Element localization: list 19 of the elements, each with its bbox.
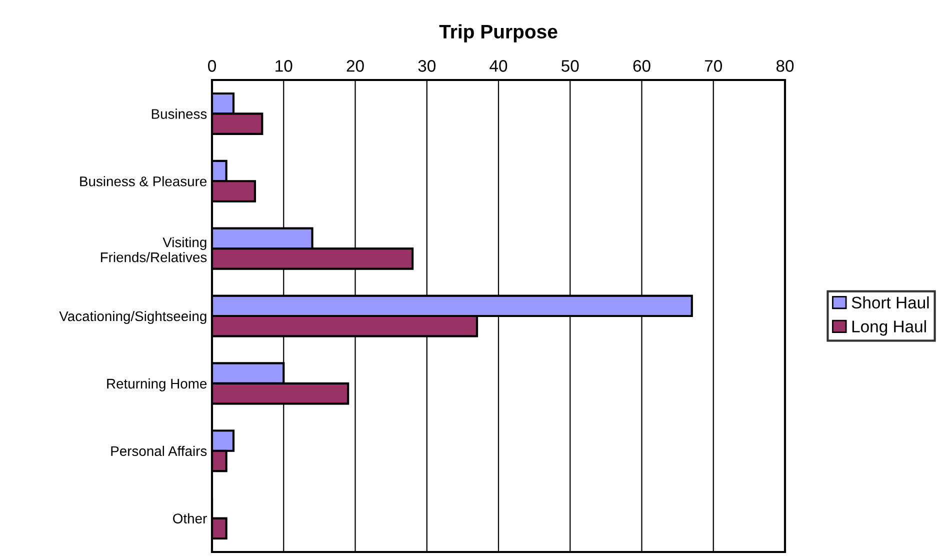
- x-tick-label: 0: [208, 60, 216, 72]
- y-tick-label: Business & Pleasure: [80, 176, 207, 186]
- x-tick-label: 30: [418, 60, 436, 72]
- x-tick-label: 20: [346, 60, 364, 72]
- y-tick-label: Returning Home: [107, 378, 207, 392]
- chart-title: Trip Purpose: [439, 24, 558, 42]
- y-tick-label: Business: [152, 108, 207, 119]
- y-tick-label: Other: [173, 513, 207, 524]
- y-tick-label: Personal Affairs: [111, 446, 207, 456]
- y-tick-label: Visiting Friends/Relatives: [100, 237, 207, 262]
- legend-label: Long Haul: [852, 320, 926, 336]
- legend-label: Short Haul: [852, 296, 929, 309]
- y-tick-label: Vacationing/Sightseeing: [59, 310, 206, 324]
- x-tick-label: 50: [562, 60, 579, 72]
- x-tick-label: 80: [776, 60, 794, 72]
- x-tick-label: 70: [704, 60, 722, 72]
- x-tick-label: 40: [490, 60, 508, 72]
- x-tick-label: 10: [276, 60, 292, 72]
- x-tick-label: 60: [633, 60, 650, 72]
